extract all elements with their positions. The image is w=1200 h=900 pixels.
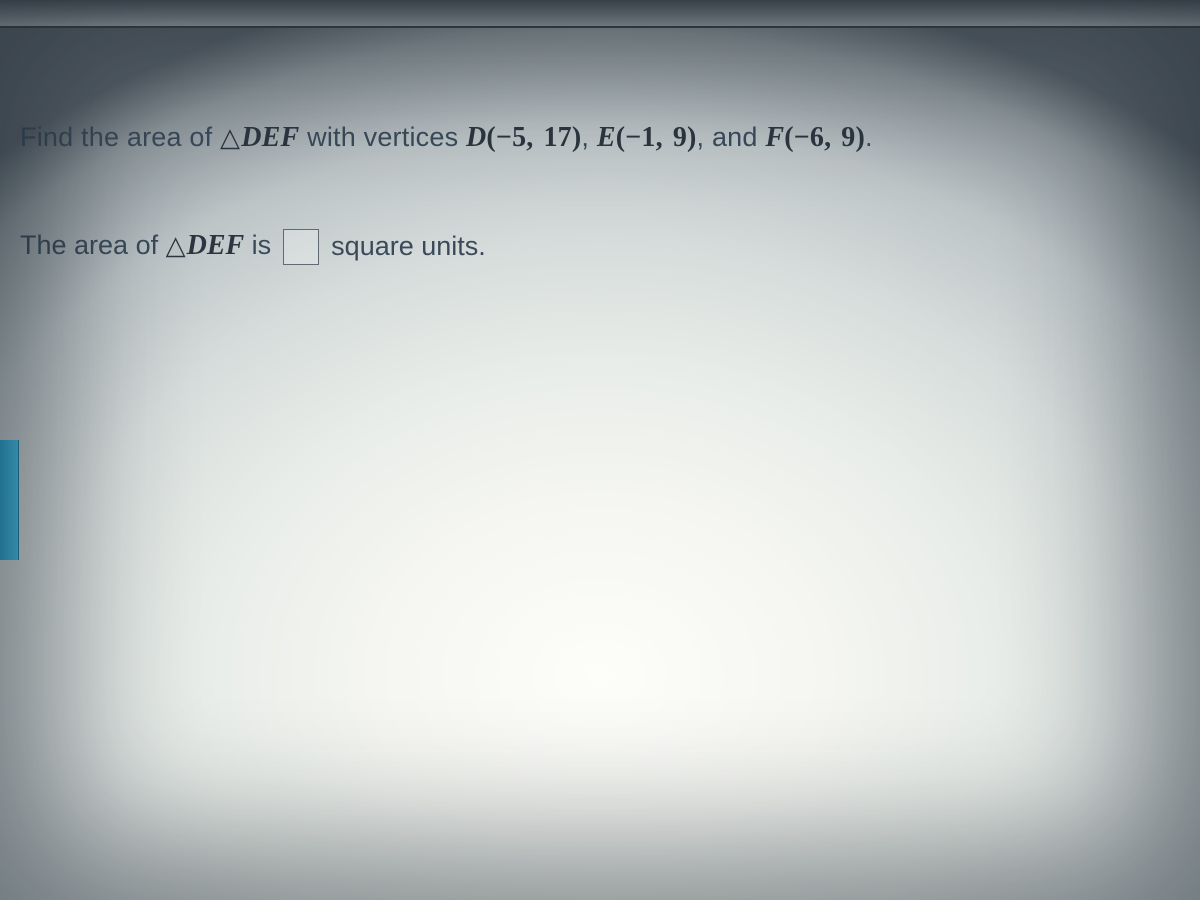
sep-and: , and	[697, 122, 766, 152]
vertex-f-x: −6	[794, 122, 824, 153]
answer-input[interactable]	[283, 229, 319, 265]
vertex-e-y: 9	[673, 122, 687, 153]
answer-triangle-name: DEF	[187, 230, 245, 261]
window-top-bar	[0, 0, 1200, 28]
close-paren-d: )	[572, 122, 582, 153]
with-vertices-text: with vertices	[299, 122, 466, 152]
open-paren-e: (	[616, 122, 626, 153]
triangle-name: DEF	[241, 122, 299, 153]
vertex-e-label: E	[597, 122, 616, 153]
vertex-d-x: −5	[496, 122, 526, 153]
problem-statement: Find the area of △DEF with vertices D(−5…	[20, 120, 1160, 156]
vertex-f-y: 9	[841, 122, 855, 153]
vertex-f-label: F	[765, 122, 784, 153]
close-paren-e: )	[687, 122, 697, 153]
answer-is: is	[244, 230, 271, 260]
comma-f: ,	[824, 122, 831, 153]
triangle-symbol: △	[220, 123, 240, 152]
open-paren-f: (	[784, 122, 794, 153]
close-paren-f: )	[856, 122, 866, 153]
answer-triangle-symbol: △	[166, 231, 186, 260]
comma-e: ,	[656, 122, 663, 153]
problem-content: Find the area of △DEF with vertices D(−5…	[20, 120, 1160, 265]
period: .	[865, 122, 873, 152]
vertex-d-y: 17	[543, 122, 571, 153]
answer-lead: The area of	[20, 230, 166, 260]
left-accent-tab	[0, 440, 19, 560]
answer-line: The area of △DEF is square units.	[20, 228, 1160, 264]
open-paren-d: (	[486, 122, 496, 153]
vertex-d-label: D	[466, 122, 486, 153]
vertex-e-x: −1	[625, 122, 655, 153]
comma-d: ,	[526, 122, 533, 153]
answer-phrase: The area of △DEF is	[20, 228, 271, 264]
sep-1: ,	[581, 122, 596, 152]
prompt-lead: Find the area of	[20, 122, 220, 152]
answer-units: square units.	[331, 229, 486, 264]
